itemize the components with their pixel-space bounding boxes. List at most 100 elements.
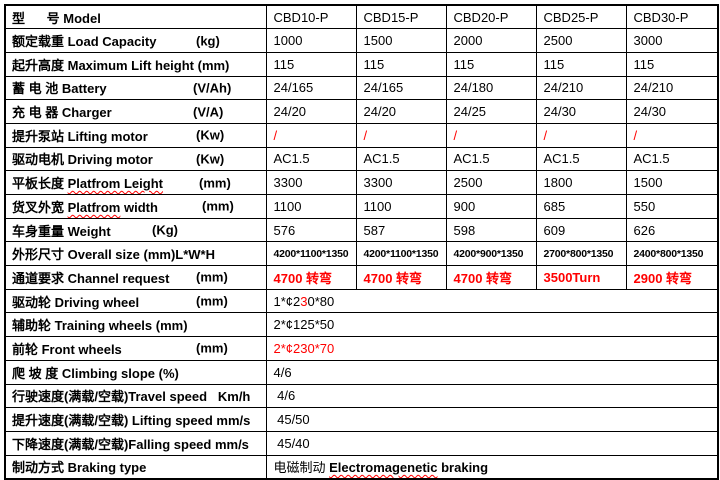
text-segment: 2500 xyxy=(453,175,483,191)
value-cell: AC1.5 xyxy=(265,146,357,172)
text-segment: 24/165 xyxy=(363,80,404,96)
value-cell: 1800 xyxy=(535,170,627,195)
row-label-lifting-motor: 提升泵站 Lifting motor (Kw) xyxy=(4,122,267,148)
text-segment: AC1.5 xyxy=(363,151,400,167)
text-segment: 1500 xyxy=(363,33,393,49)
text-segment: 24/210 xyxy=(633,80,674,96)
value-cell: 685 xyxy=(535,194,627,219)
value-cell: 4200*1100*1350 xyxy=(355,241,447,267)
text-segment: 598 xyxy=(453,222,476,238)
text-segment: AC1.5 xyxy=(633,151,670,167)
text-segment: (mm) xyxy=(196,293,228,309)
text-segment: (mm) xyxy=(196,269,228,285)
row-label-front-wheels: 前轮 Front wheels (mm) xyxy=(4,336,267,361)
text-segment: Platfrom Leight xyxy=(67,176,163,192)
value-cell: 609 xyxy=(535,217,627,243)
row-label-platform-width: 货叉外宽 Platfrom width (mm) xyxy=(4,194,267,219)
text-segment: 提升速度(满载/空载) Lifting speed mm/s xyxy=(12,413,251,429)
text-segment: Electromagenetic xyxy=(329,460,438,476)
value-cell: AC1.5 xyxy=(535,146,627,172)
text-segment: 0*80 xyxy=(307,293,335,309)
text-segment: 24/25 xyxy=(453,104,487,120)
text-segment: 车身重量 Weight xyxy=(12,223,111,239)
row-label-lifting-speed: 提升速度(满载/空载) Lifting speed mm/s xyxy=(4,407,267,432)
text-segment: 115 xyxy=(273,56,295,72)
text-segment: 驱动轮 Driving wheel xyxy=(12,294,140,310)
text-segment: 685 xyxy=(543,198,566,214)
text-segment: 4700 转弯 xyxy=(273,270,333,286)
table-row-travel-speed: 行驶速度(满载/空载)Travel speed Km/h 4/6 xyxy=(4,383,719,409)
value-cell: 2*¢125*50 xyxy=(265,312,719,338)
text-segment: 2500 xyxy=(543,33,573,49)
table-row-charger: 充 电 器 Charger (V/A) 24/20 24/20 24/25 24/30 24… xyxy=(4,99,719,124)
text-segment: 电磁制动 xyxy=(273,460,330,476)
text-segment: 3000 xyxy=(633,33,663,49)
text-segment: 4200*900*1350 xyxy=(453,247,524,260)
text-segment: 24/30 xyxy=(633,104,667,120)
text-segment: Platfrom xyxy=(67,199,121,215)
row-label-model: 型 号 Model xyxy=(4,4,267,30)
text-segment: 115 xyxy=(363,56,385,72)
text-segment: 45/50 xyxy=(273,412,310,428)
value-cell: 24/25 xyxy=(445,99,537,124)
row-label-braking-type: 制动方式 Braking type xyxy=(4,454,267,480)
table-row-training-wheels: 辅助轮 Training wheels (mm) 2*¢125*50 xyxy=(4,312,719,338)
row-label-travel-speed: 行驶速度(满载/空载)Travel speed Km/h xyxy=(4,383,267,409)
text-segment: 45/40 xyxy=(273,435,310,451)
value-cell: / xyxy=(265,122,357,148)
value-cell: 3000 xyxy=(625,28,719,53)
text-segment: AC1.5 xyxy=(273,151,310,167)
table-row-lifting-motor: 提升泵站 Lifting motor (Kw) / / / / / xyxy=(4,122,719,148)
text-segment: (V/Ah) xyxy=(193,80,232,96)
value-cell: / xyxy=(625,122,719,148)
value-cell: AC1.5 xyxy=(625,146,719,172)
value-cell: 24/20 xyxy=(265,99,357,124)
table-row-driving-wheel: 驱动轮 Driving wheel (mm) 1*¢230*80 xyxy=(4,288,719,314)
value-cell: 4/6 xyxy=(265,359,719,385)
text-segment: 1500 xyxy=(633,175,663,191)
row-label-battery: 蓄 电 池 Battery (V/Ah) xyxy=(4,75,267,101)
value-cell: 24/165 xyxy=(265,75,357,101)
text-segment: 900 xyxy=(453,198,476,214)
text-segment: 576 xyxy=(273,222,296,238)
value-cell: 2400*800*1350 xyxy=(625,241,719,267)
text-segment: / xyxy=(363,127,368,143)
value-cell: 1100 xyxy=(265,194,357,219)
text-segment: / xyxy=(543,127,548,143)
text-segment: 1800 xyxy=(543,175,573,191)
text-segment: 通道要求 Channel request xyxy=(12,270,181,286)
value-cell: 1*¢230*80 xyxy=(265,288,719,314)
value-cell: 2700*800*1350 xyxy=(535,241,627,267)
text-segment: / xyxy=(273,127,278,143)
text-segment: 4700 转弯 xyxy=(363,270,423,286)
table-row-braking-type: 制动方式 Braking type 电磁制动 Electromagenetic b… xyxy=(4,454,719,480)
value-cell: CBD10-P xyxy=(265,4,357,30)
text-segment: 2700*800*1350 xyxy=(543,247,614,260)
text-segment: 587 xyxy=(363,222,386,238)
value-cell: 4700 转弯 xyxy=(265,265,357,290)
text-segment: width xyxy=(120,199,158,215)
value-cell: / xyxy=(355,122,447,148)
text-segment: CBD30-P xyxy=(633,9,689,25)
value-cell: 115 xyxy=(265,51,357,77)
text-segment: 行驶速度(满载/空载)Travel speed Km/h xyxy=(12,389,251,405)
text-segment: 3500Turn xyxy=(543,269,601,285)
table-row-max-lift-height: 起升高度 Maximum Lift height (mm) 115 115 115 11… xyxy=(4,51,719,77)
text-segment: 2900 转弯 xyxy=(633,270,693,286)
text-segment: CBD10-P xyxy=(273,9,329,25)
value-cell: 3300 xyxy=(265,170,357,195)
table-row-channel-request: 通道要求 Channel request (mm) 4700 转弯 4700 转弯 4… xyxy=(4,265,719,290)
value-cell: 24/210 xyxy=(535,75,627,101)
value-cell: CBD20-P xyxy=(445,4,537,30)
row-label-max-lift-height: 起升高度 Maximum Lift height (mm) xyxy=(4,51,267,77)
row-label-climbing-slope: 爬 坡 度 Climbing slope (%) xyxy=(4,359,267,385)
text-segment: 626 xyxy=(633,222,656,238)
value-cell: / xyxy=(535,122,627,148)
value-cell: 24/165 xyxy=(355,75,447,101)
text-segment: 1100 xyxy=(273,198,302,214)
text-segment: (mm) xyxy=(196,340,228,356)
text-segment: 3300 xyxy=(363,175,393,191)
text-segment: 24/20 xyxy=(363,104,397,120)
text-segment: 2400*800*1350 xyxy=(633,247,704,260)
value-cell: 45/50 xyxy=(265,407,719,432)
